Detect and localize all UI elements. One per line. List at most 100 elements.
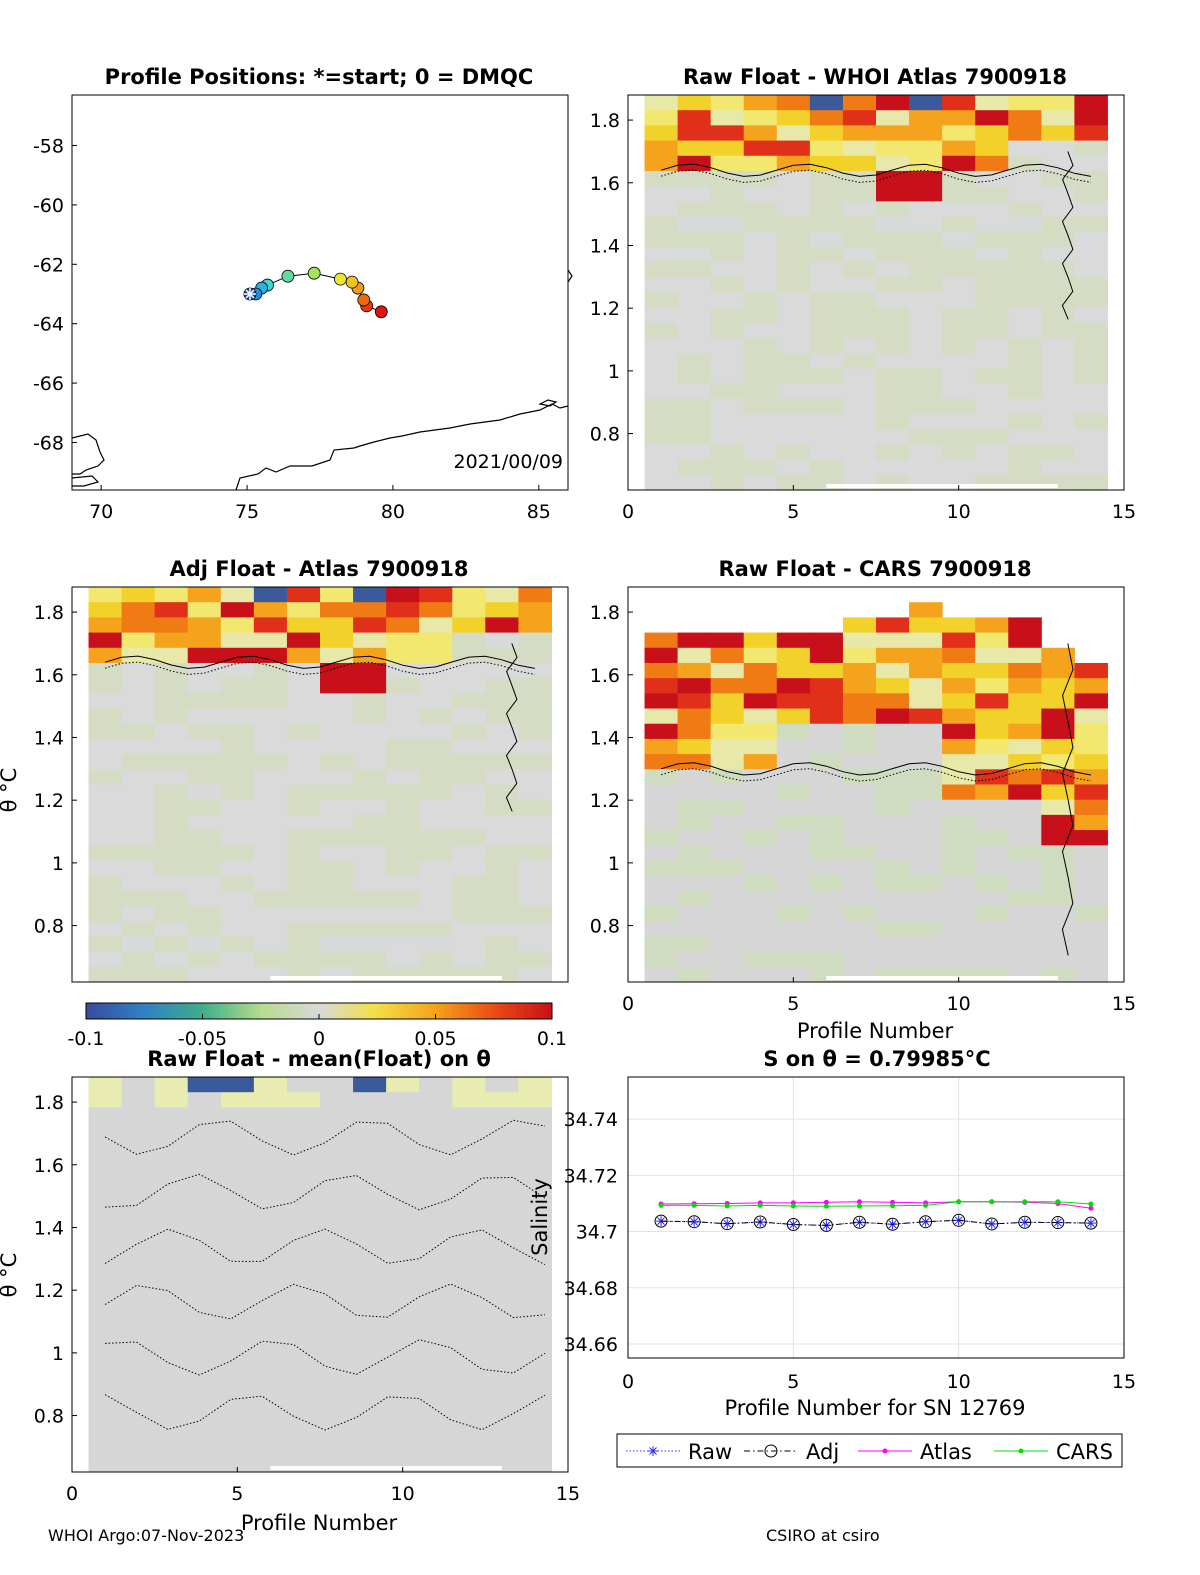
heatmap-cell [154, 1441, 189, 1458]
heatmap-cell [220, 617, 255, 634]
heatmap-cell [154, 1228, 189, 1245]
heatmap-cell [353, 951, 387, 968]
heatmap-ytick-label: 1.4 [590, 727, 620, 749]
heatmap-cell [677, 322, 712, 339]
heatmap-cell [88, 647, 123, 664]
heatmap-cell [253, 602, 288, 618]
heatmap-cell [1074, 860, 1108, 877]
heatmap-cell [1008, 414, 1042, 430]
data-point [956, 1199, 962, 1205]
heatmap-cell [187, 890, 222, 907]
heatmap-cell [776, 723, 811, 740]
heatmap-cell [518, 936, 552, 953]
heatmap-cell [419, 814, 453, 831]
heatmap-cell [253, 1365, 288, 1382]
heatmap-cell [386, 1092, 420, 1108]
heatmap-cell [154, 738, 189, 755]
heatmap-cell [386, 1183, 420, 1200]
heatmap-cell [975, 383, 1009, 400]
heatmap-cell [253, 1320, 288, 1336]
heatmap-cell [154, 799, 189, 816]
data-point [919, 1215, 933, 1229]
heatmap-cell [286, 602, 321, 618]
heatmap-cell [1008, 693, 1042, 710]
heatmap-cell [518, 951, 552, 968]
heatmap-cell [419, 921, 453, 937]
heatmap-cell [677, 292, 712, 309]
heatmap-cell [1041, 769, 1075, 785]
heatmap-cell [353, 890, 387, 907]
legend-label-raw: Raw [688, 1440, 732, 1464]
heatmap-cell [253, 632, 288, 649]
heatmap-cell [253, 1350, 288, 1367]
heatmap-cell [220, 1244, 255, 1260]
heatmap-cell [353, 693, 387, 710]
heatmap-cell [187, 1213, 222, 1230]
heatmap-cell [154, 1411, 189, 1427]
contour-line [105, 1339, 546, 1376]
heatmap-cell [353, 754, 387, 770]
heatmap-cell [776, 769, 811, 785]
heatmap-cell [187, 845, 222, 861]
heatmap-cell [386, 1122, 420, 1139]
data-point [923, 1202, 929, 1208]
heatmap-cell [88, 1122, 123, 1139]
heatmap-cell [710, 738, 745, 755]
heatmap-cell [710, 216, 745, 233]
heatmap-cell [975, 617, 1009, 634]
heatmap-xtick-label: 10 [947, 993, 971, 1015]
heatmap-cell [776, 170, 811, 187]
heatmap-cell [154, 1335, 189, 1351]
map-ticks: 70 75 80 85-58-60-62-64-66-68 [33, 135, 551, 523]
heatmap-cell [975, 246, 1009, 263]
heatmap-cell [876, 307, 910, 324]
heatmap-cell [1008, 890, 1042, 907]
heatmap-cell [121, 875, 156, 892]
heatmap-cell [485, 830, 519, 846]
heatmap-cell [518, 1380, 552, 1397]
heatmap-cell [419, 738, 453, 755]
heatmap-cell [154, 602, 189, 618]
heatmap-cell [876, 125, 910, 142]
heatmap-cell [1008, 662, 1042, 679]
heatmap-cell [353, 1077, 387, 1093]
heatmap-cell [942, 723, 976, 740]
heatmap-cell [452, 1259, 486, 1275]
heatmap-cell [975, 754, 1009, 770]
heatmap-cell [842, 814, 877, 831]
heatmap-ytick-label: 1.2 [34, 790, 64, 812]
heatmap-cell [1074, 414, 1108, 430]
heatmap-cell [842, 647, 877, 664]
heatmap-cell [88, 1350, 123, 1367]
heatmap-cell [842, 754, 877, 770]
heatmap-cell [121, 1107, 156, 1124]
heatmap-cell [677, 307, 712, 324]
heatmap-cell [320, 1259, 354, 1275]
heatmap-cell [1008, 617, 1042, 634]
heatmap-cell [485, 1077, 519, 1093]
heatmap-cell [942, 262, 976, 278]
heatmap-cell [88, 1320, 123, 1336]
heatmap-cell [1074, 459, 1108, 476]
heatmap-cell [518, 1304, 552, 1321]
data-point [1088, 1205, 1094, 1211]
heatmap-cell [485, 1396, 519, 1412]
heatmap-cell [743, 662, 778, 679]
heatmap-cell [1041, 338, 1075, 354]
heatmap-cell [353, 1213, 387, 1230]
heatmap-cell [644, 662, 679, 679]
heatmap-cell [644, 170, 679, 187]
heatmap-cell [909, 708, 943, 725]
heatmap-cell [710, 890, 745, 907]
heatmap-cell [809, 693, 844, 710]
heatmap-cell [975, 322, 1009, 339]
heatmap-cell [220, 1152, 255, 1169]
heatmap-cell [320, 1077, 354, 1093]
heatmap-cell [842, 890, 877, 907]
heatmap-cell [842, 216, 877, 233]
heatmap-cell [743, 338, 778, 354]
raw-mean-xlabel: Profile Number [241, 1511, 398, 1535]
heatmap-cell [743, 170, 778, 187]
heatmap-cell [809, 769, 844, 785]
heatmap-cell [1074, 277, 1108, 293]
